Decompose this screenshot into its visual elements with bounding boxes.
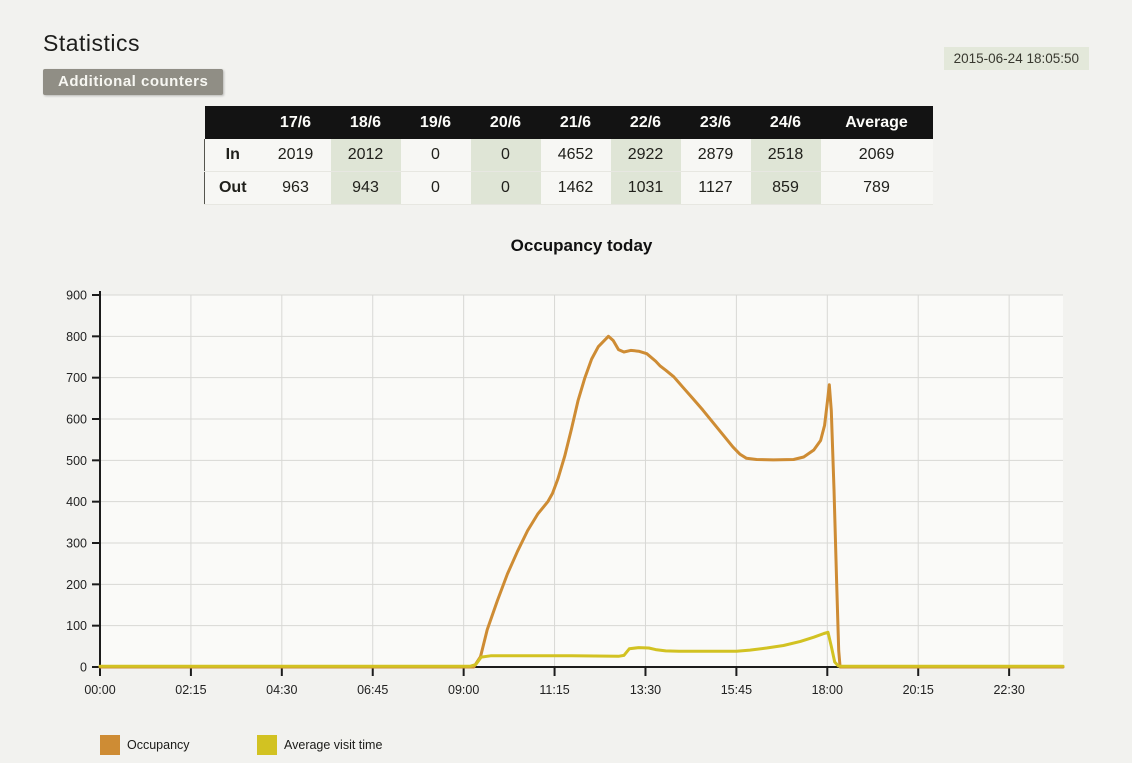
y-axis-label: 800	[66, 330, 87, 344]
timestamp-badge: 2015-06-24 18:05:50	[943, 47, 1089, 70]
legend-label-occupancy: Occupancy	[127, 738, 190, 752]
chart-title: Occupancy today	[510, 236, 653, 255]
table-header-cell	[204, 106, 261, 139]
y-axis-label: 300	[66, 537, 87, 551]
additional-counters-button[interactable]: Additional counters	[43, 69, 224, 95]
plot-background	[100, 295, 1063, 667]
x-axis-label: 13:30	[630, 683, 661, 697]
x-axis-label: 06:45	[357, 683, 388, 697]
table-cell: 2518	[750, 139, 821, 172]
x-axis-label: 02:15	[175, 683, 206, 697]
table-cell: 1127	[680, 171, 751, 205]
table-header-cell: 22/6	[610, 106, 681, 139]
table-header-cell: 20/6	[470, 106, 541, 139]
legend-label-average-visit-time: Average visit time	[284, 738, 383, 752]
table-cell: 0	[470, 171, 541, 205]
occupancy-swatch	[100, 735, 120, 755]
legend-item-average-visit-time: Average visit time	[257, 735, 382, 755]
table-cell: 859	[750, 171, 821, 205]
y-axis-label: 600	[66, 413, 87, 427]
table-row: Out 963 943 0 0 1462 1031 1127 859 789	[204, 171, 933, 205]
table-head: 17/6 18/6 19/6 20/6 21/6 22/6 23/6 24/6 Average	[204, 106, 933, 139]
table-header-cell: 19/6	[400, 106, 471, 139]
x-axis-label: 20:15	[903, 683, 934, 697]
table-cell: 1031	[610, 171, 681, 205]
table-row-label: Out	[204, 171, 261, 205]
table-cell: 943	[330, 171, 401, 205]
page-title: Statistics	[43, 30, 141, 56]
y-axis-label: 900	[66, 289, 87, 303]
table-header-cell: Average	[820, 106, 933, 139]
y-axis-label: 0	[80, 661, 87, 675]
table-cell: 2019	[260, 139, 331, 172]
table-header-cell: 24/6	[750, 106, 821, 139]
y-axis-label: 200	[66, 578, 87, 592]
average-visit-time-swatch	[257, 735, 277, 755]
table-cell: 0	[470, 139, 541, 172]
table-cell: 963	[260, 171, 331, 205]
x-axis-label: 15:45	[721, 683, 752, 697]
occupancy-line	[98, 334, 1065, 669]
table-cell: 2879	[680, 139, 751, 172]
counters-table: 17/6 18/6 19/6 20/6 21/6 22/6 23/6 24/6 Average …	[204, 106, 933, 205]
table-header-cell: 21/6	[540, 106, 611, 139]
table-cell: 4652	[540, 139, 611, 172]
table-row-label: In	[204, 139, 261, 172]
table-header-cell: 17/6	[260, 106, 331, 139]
occupancy-chart: 0 100 200 300 400 500 600 700 800 900 00:00 02:15 04…	[66, 289, 1065, 697]
y-axis-label: 500	[66, 454, 87, 468]
table-body: In 2019 2012 0 0 4652 2922 2879 2518 2069 Out 963 94…	[204, 139, 933, 205]
table-cell: 2069	[820, 139, 933, 172]
y-axis-label: 100	[66, 619, 87, 633]
table-header-cell: 23/6	[680, 106, 751, 139]
x-axis-label: 18:00	[812, 683, 843, 697]
table-cell: 0	[400, 171, 471, 205]
table-row: In 2019 2012 0 0 4652 2922 2879 2518 2069	[204, 139, 933, 172]
table-header-cell: 18/6	[330, 106, 401, 139]
x-axis-label: 22:30	[993, 683, 1024, 697]
table-cell: 789	[820, 171, 933, 205]
x-axis-label: 00:00	[84, 683, 115, 697]
x-axis-label: 04:30	[266, 683, 297, 697]
average-visit-time-line	[98, 630, 1065, 668]
x-axis-label: 11:15	[539, 683, 569, 697]
table-cell: 1462	[540, 171, 611, 205]
y-axis-label: 400	[66, 495, 87, 509]
table-cell: 2012	[330, 139, 401, 172]
table-cell: 2922	[610, 139, 681, 172]
table-cell: 0	[400, 139, 471, 172]
legend-item-occupancy: Occupancy	[100, 735, 190, 755]
y-axis-label: 700	[66, 371, 87, 385]
x-axis-label: 09:00	[448, 683, 479, 697]
